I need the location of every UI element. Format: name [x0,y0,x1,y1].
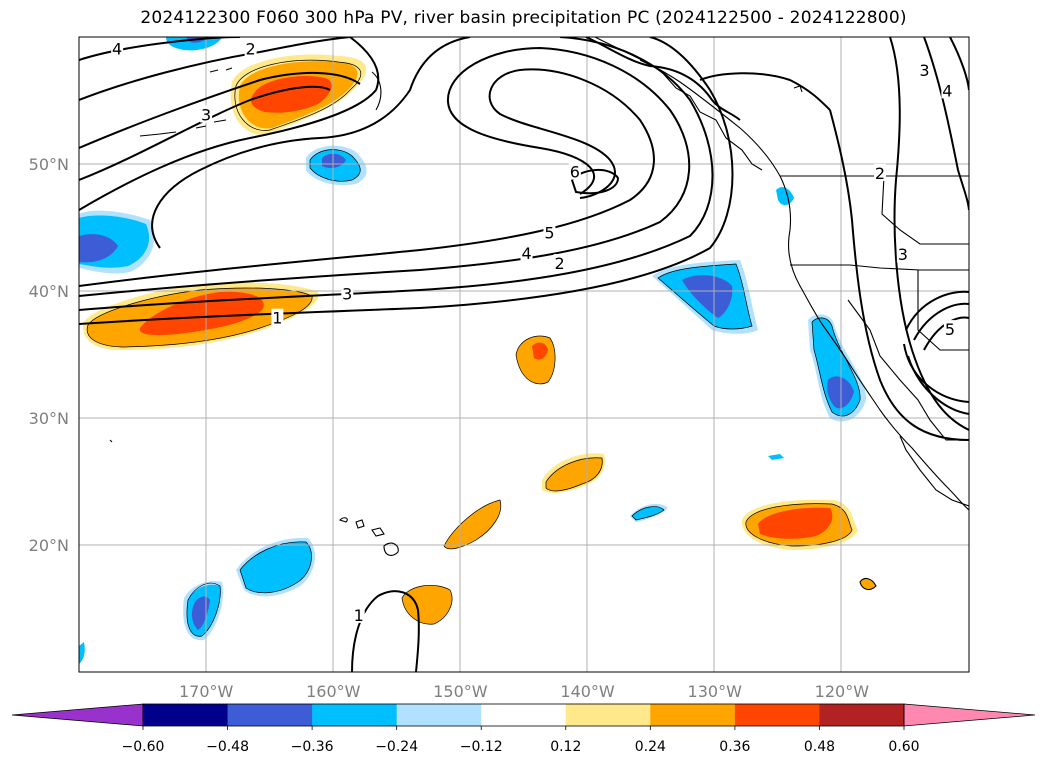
colorbar-segment [143,704,229,726]
contour-label-bg [553,254,566,272]
lat-tick-labels: 20°N 30°N 40°N 50°N [29,155,69,555]
colorbar-segment [227,704,313,726]
colorbar-tick-label: 0.12 [550,739,581,755]
lon-tick-label: 150°W [433,682,488,701]
colorbar-extend-high [903,703,1036,727]
contour-label: 1 [354,606,364,625]
contour-label: 4 [942,81,952,100]
plot-frame [78,36,970,673]
contour-label-bg [111,39,124,57]
colorbar-segment [396,704,482,726]
contour-label: 3 [898,245,908,264]
positive-anomaly-subtropical [402,335,876,625]
lat-tick-label: 30°N [29,409,69,428]
colorbar-tick-label: −0.12 [460,739,503,755]
contour-label-bg [200,105,213,123]
contour-label-bg [271,308,284,326]
contour-label-bg [244,39,257,57]
lat-tick-label: 50°N [29,155,69,174]
colorbar-tick-label: 0.36 [719,739,750,755]
colorbar-segment [734,704,820,726]
contour-label-bg [896,245,909,263]
colorbar: −0.60 −0.48 −0.36 −0.24 −0.12 0.12 0.24 0.36 0.4… [11,703,1036,755]
colorbar-segment [565,704,651,726]
colorbar-segment [650,704,736,726]
contour-label: 2 [246,39,256,58]
colorbar-outline [142,703,905,727]
contour-label: 5 [945,320,955,339]
contour-label-bg [352,605,365,623]
contour-label-bg [568,162,581,180]
positive-anomaly-east-pacific [741,499,858,550]
lat-tick-label: 20°N [29,536,69,555]
contour-label: 4 [521,244,531,263]
lon-tick-label: 160°W [306,682,361,701]
lon-tick-label: 170°W [179,682,234,701]
colorbar-tick-label: 0.60 [888,739,919,755]
contour-label: 3 [201,105,211,124]
colorbar-extend-low [11,703,144,727]
map-title: 2024122300 F060 300 hPa PV, river basin … [140,8,907,28]
lat-tick-label: 40°N [29,282,69,301]
contour-label-bg [918,61,931,79]
lon-tick-label: 120°W [815,682,870,701]
negative-anomaly-northeast-pacific [652,260,758,334]
colorbar-tick-label: −0.36 [291,739,334,755]
negative-anomaly-california [768,187,867,460]
contour-label: 3 [342,285,352,304]
contour-label-bg [941,81,954,99]
contour-label: 4 [112,39,122,58]
colorbar-tick-label: −0.60 [122,739,165,755]
contour-label: 5 [544,224,554,243]
lon-tick-labels: 170°W 160°W 150°W 140°W 130°W 120°W [179,682,869,701]
contour-label: 2 [875,164,885,183]
contour-label: 6 [570,163,580,182]
contour-label-bg [943,320,956,338]
contour-label: 1 [272,309,282,328]
pv-contours [79,37,969,672]
lon-tick-label: 140°W [560,682,615,701]
shading-layer [79,37,876,664]
colorbar-tick-label: −0.48 [206,739,249,755]
contour-label-bg [341,284,354,302]
contour-label: 3 [919,61,929,80]
colorbar-tick-label: 0.24 [635,739,666,755]
contour-label-bg [874,163,886,181]
negative-anomaly-west [79,210,155,664]
contour-label: 2 [555,254,565,273]
contour-label-bg [543,223,556,241]
colorbar-segment [819,704,905,726]
colorbar-segment [481,704,567,726]
lon-tick-label: 130°W [688,682,743,701]
colorbar-tick-label: 0.48 [804,739,835,755]
contour-label-bg [520,243,533,261]
colorbar-segment [312,704,398,726]
gridlines [79,37,969,672]
negative-anomaly-south [183,503,668,641]
colorbar-tick-label: −0.24 [375,739,418,755]
